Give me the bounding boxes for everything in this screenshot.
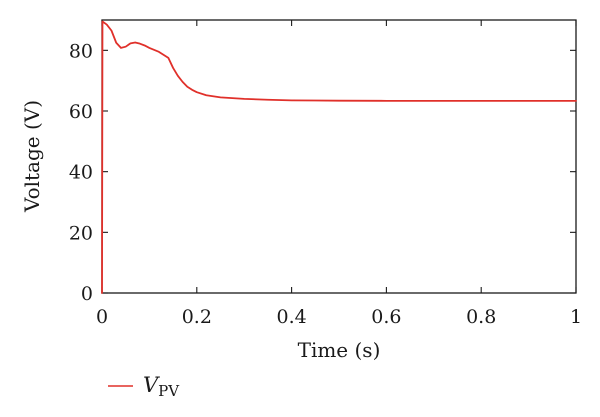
legend-label-main: V <box>143 373 160 397</box>
legend-label-vpv: VPV <box>143 373 180 400</box>
x-tick-label: 0.6 <box>371 306 401 328</box>
x-tick-label: 0.8 <box>466 306 496 328</box>
y-axis-title: Voltage (V) <box>20 100 44 213</box>
y-tick-label: 80 <box>69 40 93 62</box>
y-tick-label: 60 <box>69 101 93 123</box>
x-tick-label: 0 <box>96 306 108 328</box>
x-tick-label: 0.2 <box>182 306 212 328</box>
legend: VPV <box>108 373 180 400</box>
legend-label-sub: PV <box>158 382 180 400</box>
y-tick-label: 20 <box>69 222 93 244</box>
series-line-vpv <box>101 20 577 294</box>
y-tick-label: 40 <box>69 162 93 184</box>
chart-axes <box>101 19 577 294</box>
x-tick-label: 0.4 <box>276 306 306 328</box>
axis-ticks <box>101 20 577 294</box>
series-layer <box>101 20 577 294</box>
y-tick-label: 0 <box>81 283 93 305</box>
axis-tick-labels: 0 0.2 0.4 0.6 0.8 1 0 20 40 60 80 <box>69 40 582 328</box>
x-tick-label: 1 <box>570 306 582 328</box>
plot-frame <box>101 19 577 294</box>
x-axis-title: Time (s) <box>298 338 381 362</box>
